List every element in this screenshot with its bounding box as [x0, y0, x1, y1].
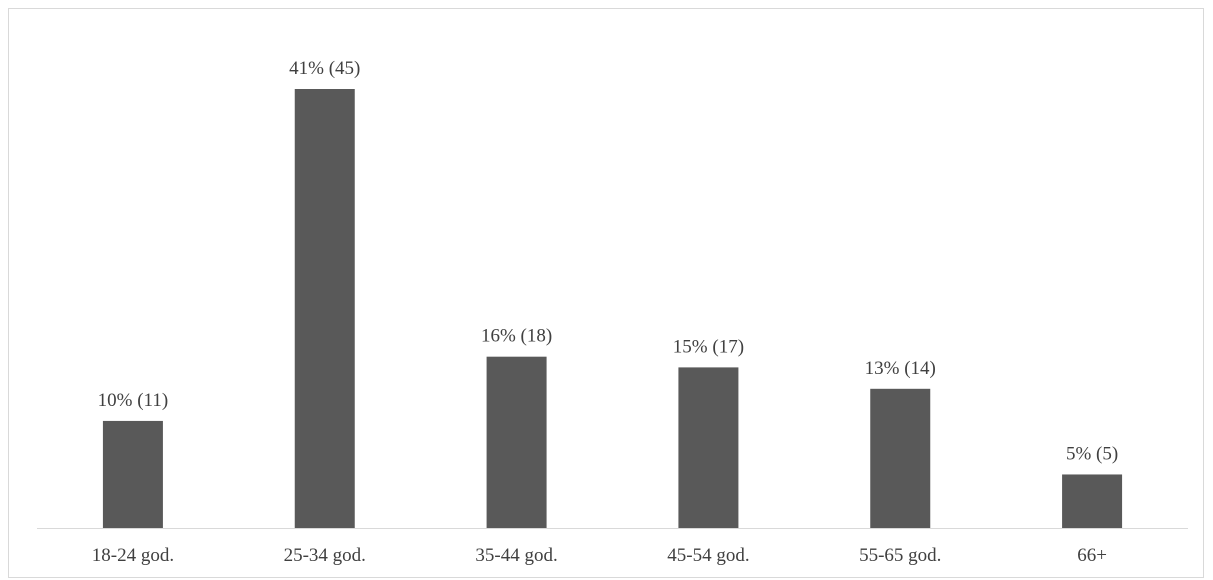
- bar-5: [1062, 474, 1123, 528]
- bar-4: [870, 388, 931, 528]
- chart-frame: [8, 8, 1204, 578]
- x-tick-label-0: 18-24 god.: [92, 545, 174, 566]
- x-tick-label-1: 25-34 god.: [284, 545, 366, 566]
- bar-3: [678, 367, 739, 528]
- bar-2: [486, 356, 547, 528]
- bar-0: [102, 420, 163, 528]
- data-label-4: 13% (14): [865, 358, 936, 379]
- x-tick-label-5: 66+: [1077, 545, 1107, 566]
- data-label-1: 41% (45): [289, 58, 360, 79]
- data-label-5: 5% (5): [1066, 443, 1118, 464]
- bar-1: [294, 89, 355, 528]
- data-label-0: 10% (11): [98, 390, 169, 411]
- data-label-2: 16% (18): [481, 326, 552, 347]
- x-tick-label-4: 55-65 god.: [859, 545, 941, 566]
- x-tick-label-3: 45-54 god.: [667, 545, 749, 566]
- x-tick-label-2: 35-44 god.: [475, 545, 557, 566]
- data-label-3: 15% (17): [673, 336, 744, 357]
